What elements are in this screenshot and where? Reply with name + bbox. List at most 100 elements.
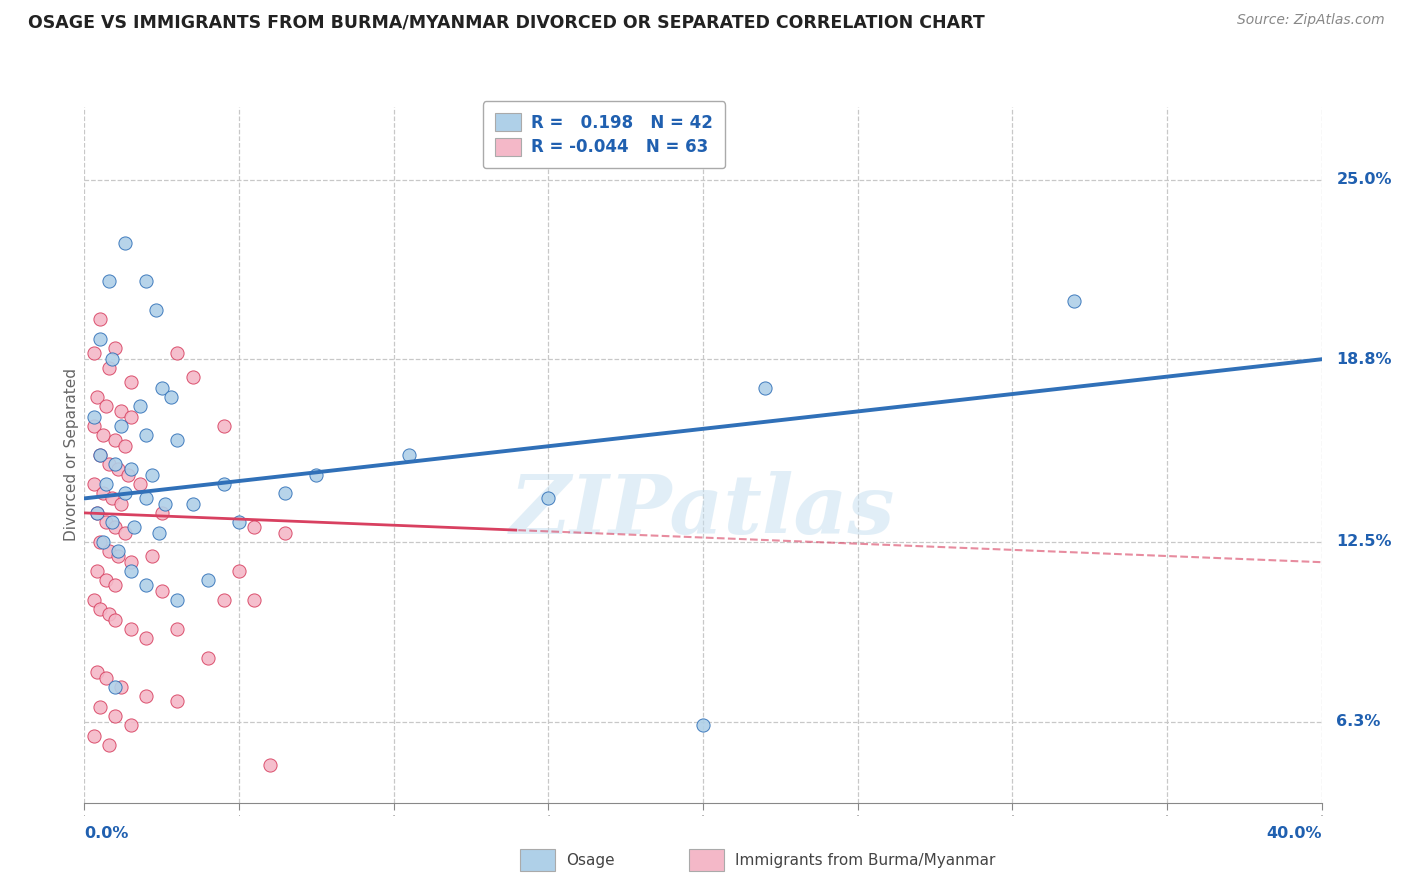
Point <box>83 410 105 425</box>
Point <box>166 694 188 708</box>
Y-axis label: Divorced or Separated: Divorced or Separated <box>63 368 79 541</box>
Point <box>89 332 111 346</box>
Point <box>274 485 297 500</box>
Point <box>98 607 121 622</box>
Point <box>83 592 105 607</box>
Legend: R =   0.198   N = 42, R = -0.044   N = 63: R = 0.198 N = 42, R = -0.044 N = 63 <box>484 102 725 168</box>
Point <box>104 434 127 448</box>
Point <box>114 439 136 453</box>
Text: Immigrants from Burma/Myanmar: Immigrants from Burma/Myanmar <box>735 854 995 868</box>
Point <box>120 622 142 636</box>
Text: 40.0%: 40.0% <box>1267 826 1322 841</box>
Point <box>120 410 142 425</box>
Point <box>129 399 152 413</box>
Point <box>135 491 157 506</box>
Point <box>104 578 127 592</box>
Text: 12.5%: 12.5% <box>1337 534 1392 549</box>
Point <box>398 448 420 462</box>
Point <box>754 381 776 395</box>
Point <box>150 381 173 395</box>
Point <box>107 462 129 476</box>
Point <box>120 717 142 731</box>
Point <box>120 376 142 390</box>
Point <box>160 390 183 404</box>
Point <box>228 515 250 529</box>
Point <box>83 476 105 491</box>
Point <box>120 555 142 569</box>
Text: 18.8%: 18.8% <box>1337 351 1392 367</box>
Point <box>89 448 111 462</box>
Text: OSAGE VS IMMIGRANTS FROM BURMA/MYANMAR DIVORCED OR SEPARATED CORRELATION CHART: OSAGE VS IMMIGRANTS FROM BURMA/MYANMAR D… <box>28 13 984 31</box>
Point <box>89 534 111 549</box>
Point <box>135 427 157 442</box>
Point <box>181 369 204 384</box>
Point <box>91 534 114 549</box>
Text: ZIPatlas: ZIPatlas <box>510 471 896 550</box>
Point <box>104 457 127 471</box>
Point <box>101 491 124 506</box>
Text: 0.0%: 0.0% <box>84 826 129 841</box>
Point <box>135 631 157 645</box>
Point <box>148 526 170 541</box>
Point <box>83 729 105 743</box>
Point <box>98 274 121 288</box>
Point <box>141 468 163 483</box>
Point <box>104 708 127 723</box>
Point <box>166 622 188 636</box>
Point <box>114 526 136 541</box>
Point <box>91 427 114 442</box>
Point <box>104 680 127 694</box>
Point <box>114 485 136 500</box>
Point <box>129 476 152 491</box>
Point <box>150 506 173 520</box>
Point <box>89 311 111 326</box>
Point <box>110 497 132 511</box>
Point <box>104 613 127 627</box>
Point <box>107 549 129 564</box>
Point <box>150 584 173 599</box>
Point <box>104 341 127 355</box>
Point <box>101 352 124 367</box>
Point <box>197 651 219 665</box>
Point <box>692 717 714 731</box>
FancyBboxPatch shape <box>520 849 555 871</box>
Point <box>145 303 167 318</box>
Point <box>94 399 117 413</box>
FancyBboxPatch shape <box>689 849 724 871</box>
Point <box>91 485 114 500</box>
Point <box>86 506 108 520</box>
Point <box>166 434 188 448</box>
Point <box>197 573 219 587</box>
Point <box>83 419 105 434</box>
Point <box>98 457 121 471</box>
Point <box>259 758 281 772</box>
Point <box>89 601 111 615</box>
Point <box>117 468 139 483</box>
Point <box>86 665 108 680</box>
Text: 6.3%: 6.3% <box>1337 714 1381 729</box>
Point <box>86 506 108 520</box>
Point <box>83 346 105 360</box>
Point <box>166 592 188 607</box>
Point <box>94 515 117 529</box>
Point <box>101 515 124 529</box>
Point <box>120 462 142 476</box>
Point <box>110 404 132 418</box>
Point <box>243 592 266 607</box>
Point <box>212 419 235 434</box>
Point <box>114 236 136 251</box>
Point <box>110 680 132 694</box>
Point <box>98 738 121 752</box>
Point <box>89 700 111 714</box>
Text: Osage: Osage <box>567 854 616 868</box>
Point <box>141 549 163 564</box>
Point <box>228 564 250 578</box>
Point <box>212 592 235 607</box>
Point <box>153 497 176 511</box>
Point <box>122 520 145 534</box>
Point <box>94 476 117 491</box>
Point <box>86 390 108 404</box>
Point <box>305 468 328 483</box>
Point <box>89 448 111 462</box>
Point <box>181 497 204 511</box>
